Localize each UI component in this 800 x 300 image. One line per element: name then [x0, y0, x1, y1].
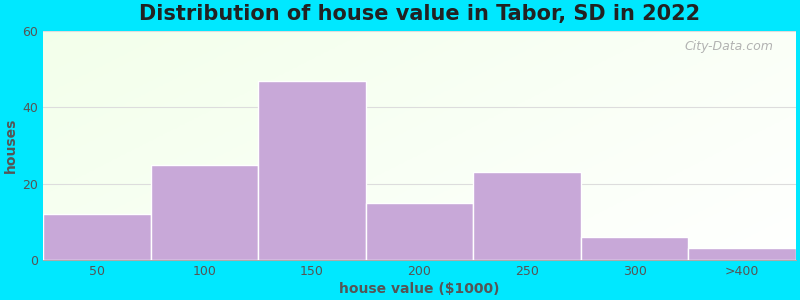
Bar [366, 203, 474, 260]
Bar [258, 81, 366, 260]
X-axis label: house value ($1000): house value ($1000) [339, 282, 500, 296]
Bar [581, 237, 688, 260]
Bar [688, 248, 796, 260]
Title: Distribution of house value in Tabor, SD in 2022: Distribution of house value in Tabor, SD… [139, 4, 700, 24]
Text: City-Data.com: City-Data.com [684, 40, 774, 53]
Bar [43, 214, 150, 260]
Bar [474, 172, 581, 260]
Y-axis label: houses: houses [4, 118, 18, 173]
Bar [150, 165, 258, 260]
